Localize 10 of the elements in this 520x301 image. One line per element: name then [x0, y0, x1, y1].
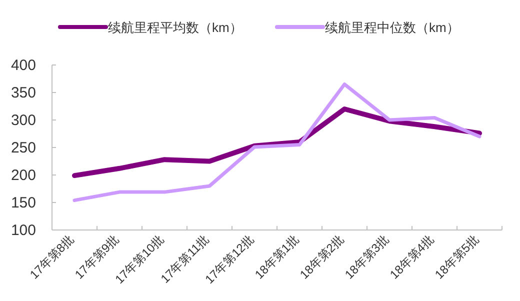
- legend-label: 续航里程平均数（km）: [108, 20, 242, 35]
- y-tick-label: 150: [10, 194, 36, 212]
- y-tick-label: 300: [10, 112, 36, 129]
- y-tick-label: 200: [10, 167, 36, 184]
- y-tick-label: 250: [10, 140, 36, 156]
- y-tick-label: 350: [10, 84, 36, 102]
- y-tick-label: 100: [10, 222, 36, 239]
- legend-label: 续航里程中位数（km）: [325, 20, 460, 35]
- line-series: [72, 82, 482, 202]
- y-tick-label: 400: [10, 57, 36, 74]
